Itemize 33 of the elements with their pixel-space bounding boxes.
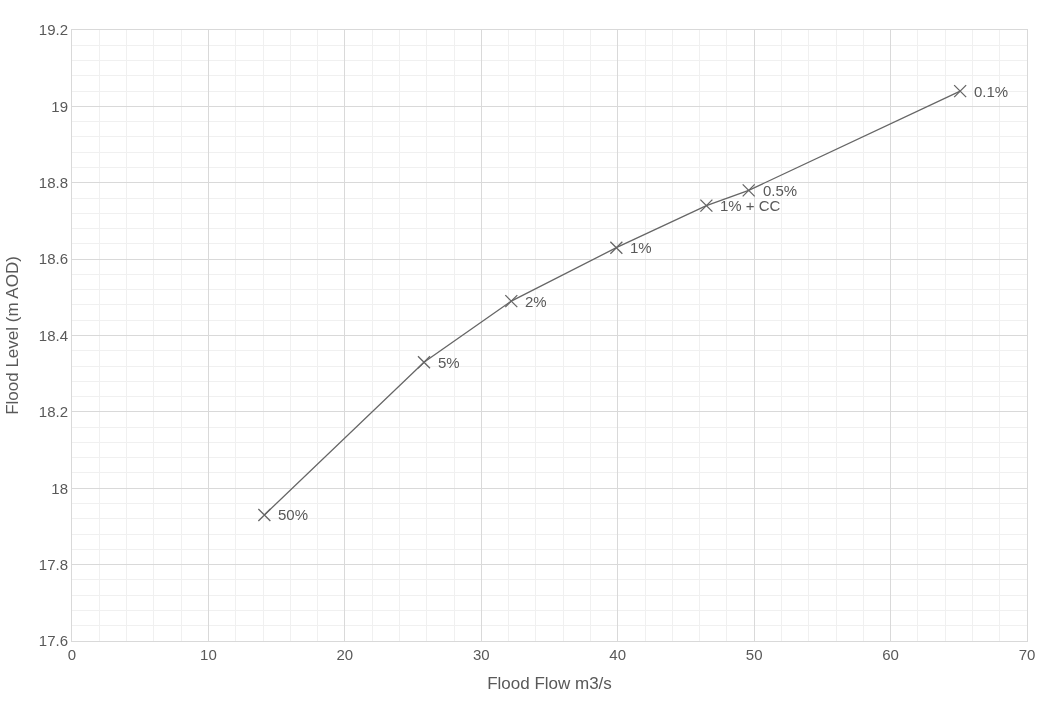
x-axis-title: Flood Flow m3/s (487, 674, 612, 694)
y-axis-title: Flood Level (m AOD) (3, 256, 23, 415)
annotation: 50% (278, 506, 309, 523)
y-tick-label: 18.2 (38, 403, 68, 421)
y-tick-label: 17.8 (38, 555, 68, 573)
x-tick-label: 60 (882, 646, 899, 663)
y-tick-label: 19.2 (38, 21, 68, 39)
y-tick-label: 17.6 (38, 632, 68, 650)
x-tick-label: 20 (336, 646, 354, 663)
point (504, 294, 518, 308)
x-tick-label: 50 (745, 646, 763, 663)
x-tick-label: 10 (200, 646, 217, 663)
annotation: 5% (438, 354, 460, 371)
x-tick-label: 0 (67, 646, 77, 663)
annotation: 0.1% (974, 83, 1009, 100)
annotation: 1% (630, 239, 652, 256)
y-tick-label: 18.8 (38, 174, 68, 191)
point (699, 199, 714, 213)
point (257, 508, 272, 522)
point (953, 84, 967, 98)
y-tick-label: 18 (51, 479, 68, 497)
y-tick-label: 19 (51, 97, 68, 115)
point (742, 183, 756, 198)
x-tick-label: 70 (1018, 646, 1036, 663)
annotation: 1% + CC (720, 197, 781, 214)
annotation: 2% (525, 293, 547, 310)
x-tick-label: 40 (609, 646, 627, 663)
y-tick-label: 18.4 (38, 326, 68, 344)
point (417, 355, 431, 369)
point (609, 241, 623, 255)
annotation: 0.5% (763, 182, 798, 199)
x-tick-label: 30 (472, 646, 490, 663)
y-tick-label: 18.6 (38, 250, 68, 268)
